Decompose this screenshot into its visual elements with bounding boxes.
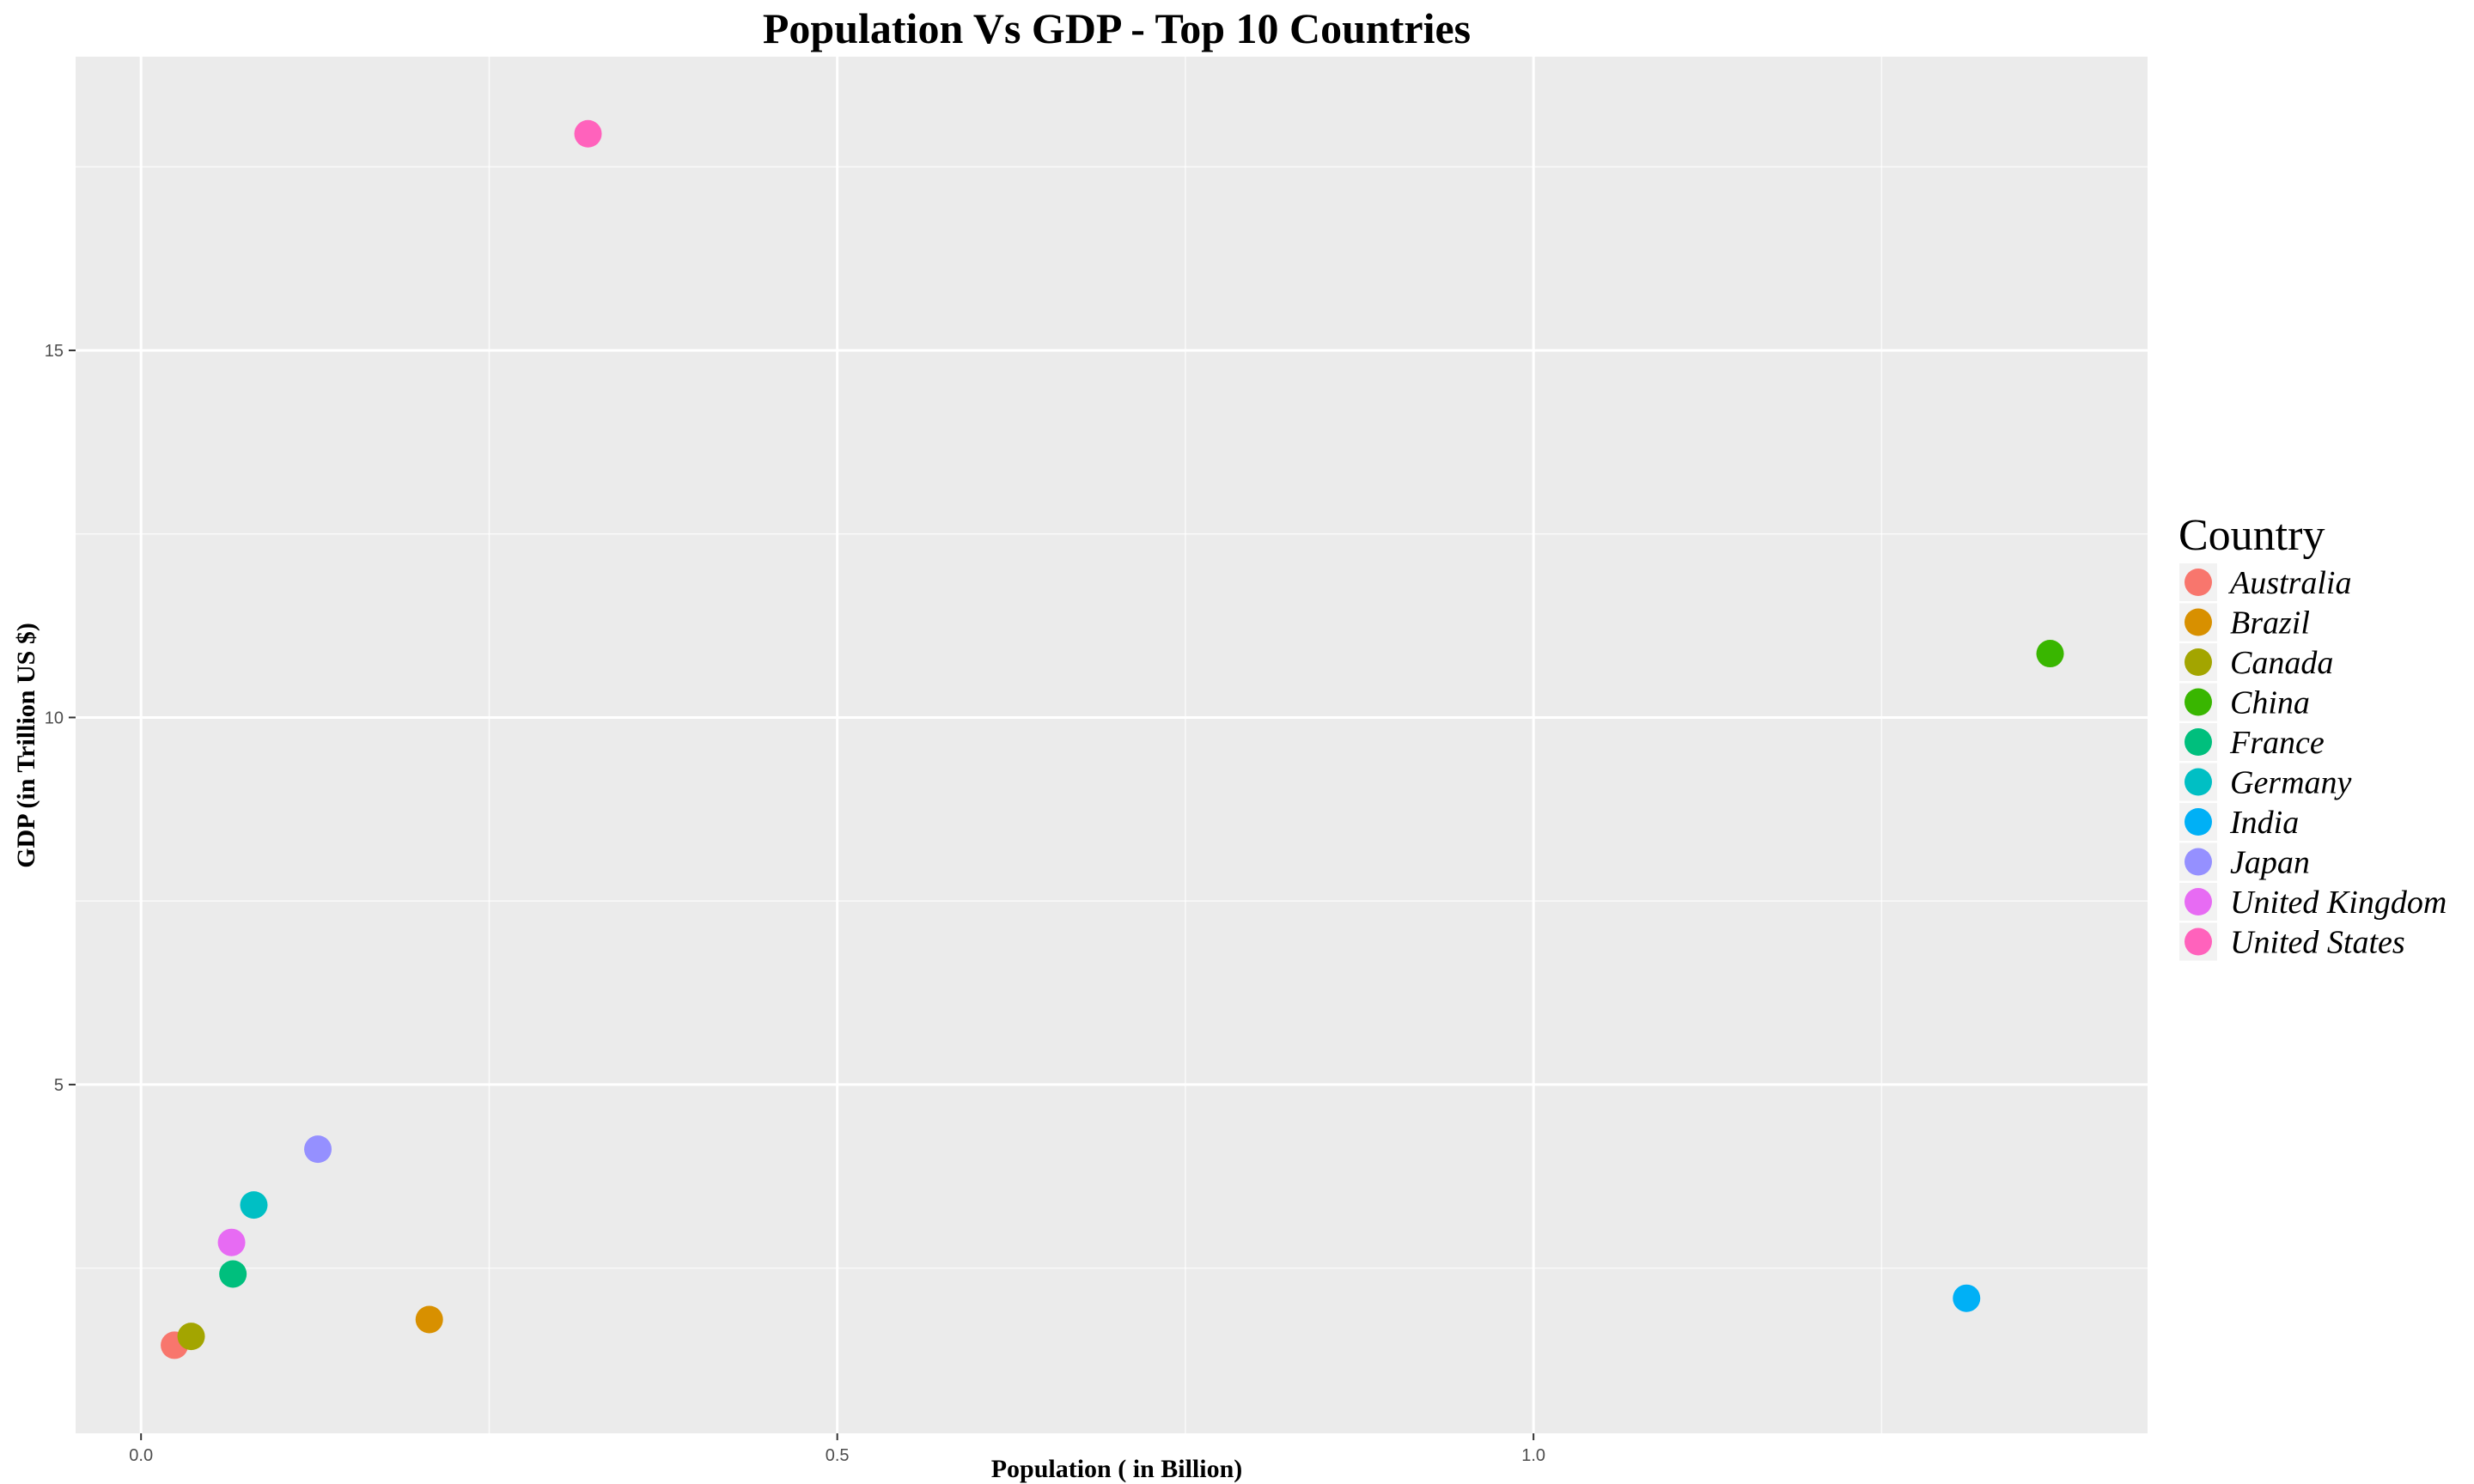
legend-key-china: [2185, 688, 2212, 716]
legend-label-united-states: United States: [2230, 925, 2405, 961]
legend-label-united-kingdom: United Kingdom: [2230, 885, 2447, 921]
legend-label-canada: Canada: [2230, 645, 2333, 681]
point-france: [219, 1260, 247, 1288]
legend-label-germany: Germany: [2230, 765, 2352, 801]
legend-key-france: [2185, 728, 2212, 756]
legend-label-brazil: Brazil: [2230, 605, 2310, 642]
legend-label-australia: Australia: [2227, 565, 2351, 601]
legend-label-india: India: [2229, 805, 2299, 841]
data-points: [161, 119, 2064, 1359]
point-india: [1953, 1284, 1981, 1312]
legend-title: Country: [2178, 511, 2325, 560]
y-tick-label: 5: [54, 1076, 64, 1095]
x-tick-label: 1.0: [1521, 1446, 1545, 1465]
point-united-kingdom: [217, 1228, 246, 1256]
point-japan: [304, 1135, 332, 1164]
plot-panel: [76, 57, 2148, 1433]
legend-label-france: France: [2229, 725, 2325, 761]
x-axis-label: Population ( in Billion): [991, 1455, 1243, 1483]
axis-ticks: 0.0 0.5 1.0 5 10 15: [45, 342, 1545, 1465]
y-tick-label: 15: [45, 342, 64, 361]
legend-key-united-kingdom: [2185, 888, 2212, 915]
legend-key-united-states: [2185, 928, 2212, 956]
x-tick-label: 0.5: [826, 1446, 850, 1465]
legend-key-japan: [2185, 848, 2212, 876]
legend-key-canada: [2185, 648, 2212, 676]
point-canada: [177, 1323, 205, 1351]
legend-label-japan: Japan: [2230, 845, 2310, 881]
point-united-states: [574, 119, 602, 148]
point-china: [2036, 640, 2064, 668]
legend-key-brazil: [2185, 608, 2212, 636]
grid-lines: [76, 57, 2148, 1433]
y-tick-label: 10: [45, 709, 64, 727]
point-germany: [240, 1191, 268, 1219]
chart-title: Population Vs GDP - Top 10 Countries: [763, 4, 1471, 52]
point-brazil: [415, 1305, 443, 1334]
legend-label-china: China: [2230, 685, 2310, 721]
x-tick-label: 0.0: [129, 1446, 153, 1465]
legend-key-australia: [2185, 569, 2212, 596]
legend-key-germany: [2185, 768, 2212, 796]
y-axis-label: GDP (in Trillion US $): [12, 623, 40, 868]
legend-key-india: [2185, 808, 2212, 836]
